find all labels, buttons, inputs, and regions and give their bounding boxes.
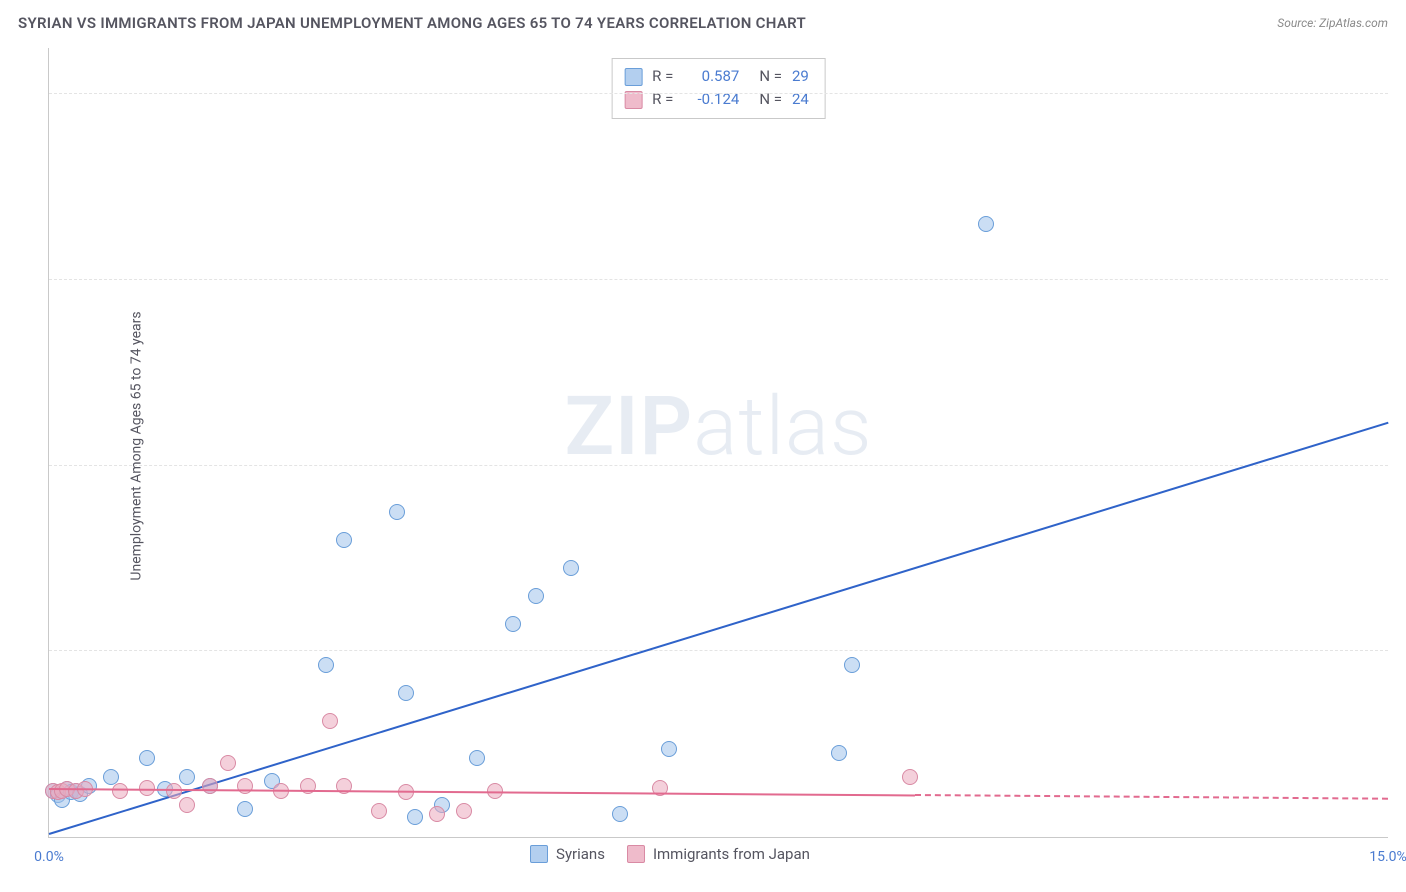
data-point: [456, 803, 472, 819]
data-point: [398, 685, 414, 701]
gridline: [49, 93, 1388, 94]
data-point: [318, 657, 334, 673]
data-point: [220, 755, 236, 771]
data-point: [505, 616, 521, 632]
data-point: [112, 783, 128, 799]
x-tick-label: 0.0%: [34, 849, 64, 865]
series-legend-item: Immigrants from Japan: [627, 845, 810, 863]
legend-R-label: R =: [652, 65, 673, 88]
legend-swatch: [530, 845, 548, 863]
data-point: [202, 778, 218, 794]
watermark: ZIPatlas: [564, 379, 872, 475]
y-tick-label: 60.0%: [1396, 272, 1406, 288]
gridline: [49, 465, 1388, 466]
data-point: [661, 741, 677, 757]
data-point: [902, 769, 918, 785]
watermark-bold: ZIP: [564, 379, 693, 475]
series-legend: Syrians Immigrants from Japan: [530, 845, 832, 867]
data-point: [336, 532, 352, 548]
gridline: [49, 650, 1388, 651]
data-point: [322, 713, 338, 729]
data-point: [429, 806, 445, 822]
legend-N-value: 24: [792, 88, 809, 111]
data-point: [371, 803, 387, 819]
watermark-light: atlas: [693, 379, 872, 475]
data-point: [237, 778, 253, 794]
series-name: Immigrants from Japan: [653, 845, 810, 863]
y-tick-label: 20.0%: [1396, 643, 1406, 659]
legend-swatch: [624, 68, 642, 86]
data-point: [237, 801, 253, 817]
chart-title: SYRIAN VS IMMIGRANTS FROM JAPAN UNEMPLOY…: [18, 14, 806, 32]
x-tick-label: 15.0%: [1369, 849, 1406, 865]
trend-line: [49, 422, 1389, 835]
data-point: [528, 588, 544, 604]
data-point: [179, 769, 195, 785]
data-point: [612, 806, 628, 822]
data-point: [389, 504, 405, 520]
correlation-legend: R = 0.587 N = 29 R = -0.124 N = 24: [611, 58, 826, 119]
legend-N-label: N =: [759, 65, 782, 88]
data-point: [831, 745, 847, 761]
trend-line: [915, 794, 1388, 800]
legend-R-label: R =: [652, 88, 673, 111]
data-point: [139, 750, 155, 766]
series-legend-item: Syrians: [530, 845, 605, 863]
y-tick-label: 80.0%: [1396, 86, 1406, 102]
gridline: [49, 279, 1388, 280]
legend-row: R = 0.587 N = 29: [624, 65, 809, 88]
data-point: [179, 797, 195, 813]
data-point: [563, 560, 579, 576]
legend-R-value: -0.124: [683, 88, 739, 111]
data-point: [407, 809, 423, 825]
data-point: [469, 750, 485, 766]
legend-swatch: [627, 845, 645, 863]
source-attribution: Source: ZipAtlas.com: [1277, 16, 1388, 30]
legend-N-label: N =: [759, 88, 782, 111]
legend-N-value: 29: [792, 65, 809, 88]
data-point: [978, 216, 994, 232]
data-point: [844, 657, 860, 673]
y-tick-label: 40.0%: [1396, 458, 1406, 474]
legend-R-value: 0.587: [683, 65, 739, 88]
series-name: Syrians: [556, 845, 605, 863]
scatter-plot-area: ZIPatlas R =0.587N =29R =-0.124N =24 20.…: [48, 48, 1388, 838]
legend-row: R = -0.124 N = 24: [624, 88, 809, 111]
